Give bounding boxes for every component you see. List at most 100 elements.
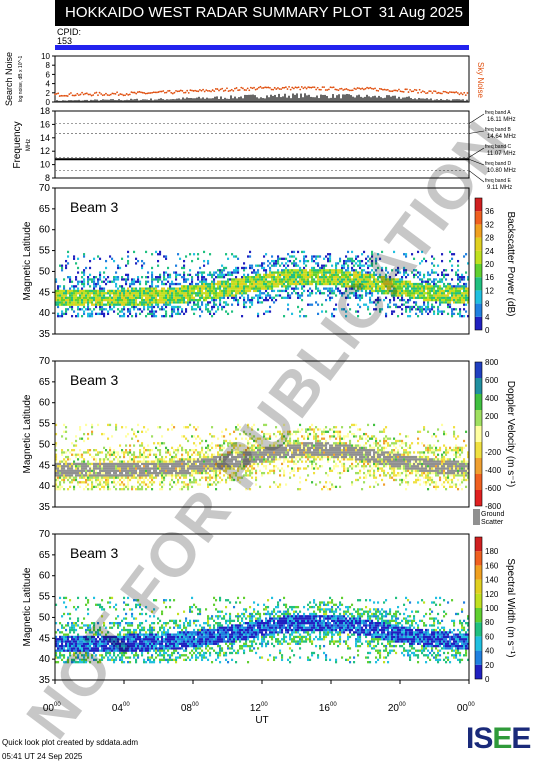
velocity-cell (201, 476, 204, 479)
power-cell (383, 280, 386, 283)
power-cell (467, 276, 470, 279)
power-cell (253, 282, 256, 286)
velocity-cell (101, 451, 104, 454)
power-cell (261, 280, 264, 283)
velocity-cell (233, 474, 236, 477)
power-cell (263, 282, 266, 286)
velocity-cell (307, 465, 310, 468)
velocity-cell (319, 449, 322, 452)
power-cell (461, 273, 464, 277)
power-cell (341, 266, 344, 270)
power-cell (369, 273, 372, 277)
power-cell (167, 289, 170, 293)
power-cell (197, 294, 200, 297)
power-cell (289, 273, 292, 277)
power-cell (285, 278, 288, 281)
power-cell (331, 289, 334, 293)
velocity-cell (151, 465, 154, 468)
sky-noise-point (127, 94, 130, 96)
sky-noise-point (313, 86, 316, 89)
power-cell (109, 292, 112, 295)
velocity-cell (277, 485, 280, 489)
velocity-cell (147, 483, 150, 486)
power-cell (93, 298, 96, 302)
power-cell (231, 294, 234, 297)
power-cell (341, 269, 344, 272)
power-cell (241, 280, 244, 283)
velocity-cell (85, 467, 88, 470)
velocity-cell (99, 474, 102, 477)
power-cell (151, 310, 154, 313)
power-cell (329, 269, 332, 272)
power-cell (125, 294, 128, 297)
power-cell (443, 310, 446, 313)
sky-noise-point (111, 92, 114, 95)
power-cell (195, 308, 198, 311)
power-cell (219, 271, 222, 274)
velocity-cell (313, 432, 316, 436)
power-cell (439, 287, 442, 290)
power-cell (61, 289, 64, 293)
power-cell (293, 282, 296, 286)
power-cell (259, 285, 262, 288)
sky-noise-point (265, 86, 268, 89)
power-cell (171, 287, 174, 290)
power-cell (97, 280, 100, 283)
power-cell (295, 257, 298, 260)
power-cell (131, 315, 134, 318)
velocity-cell (165, 446, 168, 450)
power-cell (297, 287, 300, 290)
power-cell (439, 285, 442, 288)
velocity-cell (89, 462, 92, 466)
power-cell (449, 298, 452, 302)
velocity-cell (71, 471, 74, 475)
power-cell (65, 292, 68, 295)
power-cell (449, 250, 452, 254)
velocity-cell (303, 444, 306, 447)
velocity-cell (119, 444, 122, 447)
power-cell (371, 282, 374, 286)
power-cell (143, 303, 146, 306)
power-cell (341, 282, 344, 286)
power-cell (357, 259, 360, 263)
power-cell (303, 276, 306, 279)
velocity-cell (55, 488, 58, 491)
power-cell (417, 250, 420, 254)
power-cell (361, 271, 364, 274)
power-cell (93, 278, 96, 281)
sky-noise-point (254, 88, 257, 91)
power-cell (431, 308, 434, 311)
velocity-cell (173, 455, 176, 459)
power-cell (93, 257, 96, 260)
power-cell (447, 294, 450, 297)
velocity-cell (195, 460, 198, 463)
power-cell (397, 278, 400, 281)
power-cell (339, 289, 342, 293)
power-cell (305, 280, 308, 283)
power-cell (197, 253, 200, 256)
sky-noise-point (296, 86, 298, 89)
velocity-cell (123, 474, 126, 477)
power-cell (157, 298, 160, 302)
power-cell (309, 292, 312, 295)
power-cell (333, 282, 336, 286)
velocity-cell (197, 469, 200, 472)
power-cell (199, 266, 202, 270)
velocity-cell (161, 435, 164, 438)
power-cell (325, 310, 328, 313)
velocity-cell (187, 471, 190, 475)
power-cell (227, 257, 230, 260)
power-cell (153, 292, 156, 295)
velocity-cell (285, 449, 288, 452)
velocity-cell (233, 458, 236, 461)
power-cell (261, 285, 264, 288)
power-cell (359, 271, 362, 274)
power-cell (115, 278, 118, 281)
power-cell (225, 292, 228, 295)
power-cell (401, 308, 404, 311)
velocity-cell (303, 446, 306, 450)
velocity-cell (319, 465, 322, 468)
power-cell (221, 285, 224, 288)
velocity-cell (107, 462, 110, 466)
velocity-cell (175, 467, 178, 470)
